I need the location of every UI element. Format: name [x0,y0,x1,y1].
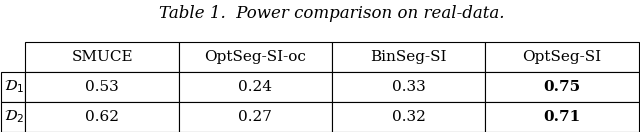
Text: Table 1.  Power comparison on real-data.: Table 1. Power comparison on real-data. [159,5,505,22]
